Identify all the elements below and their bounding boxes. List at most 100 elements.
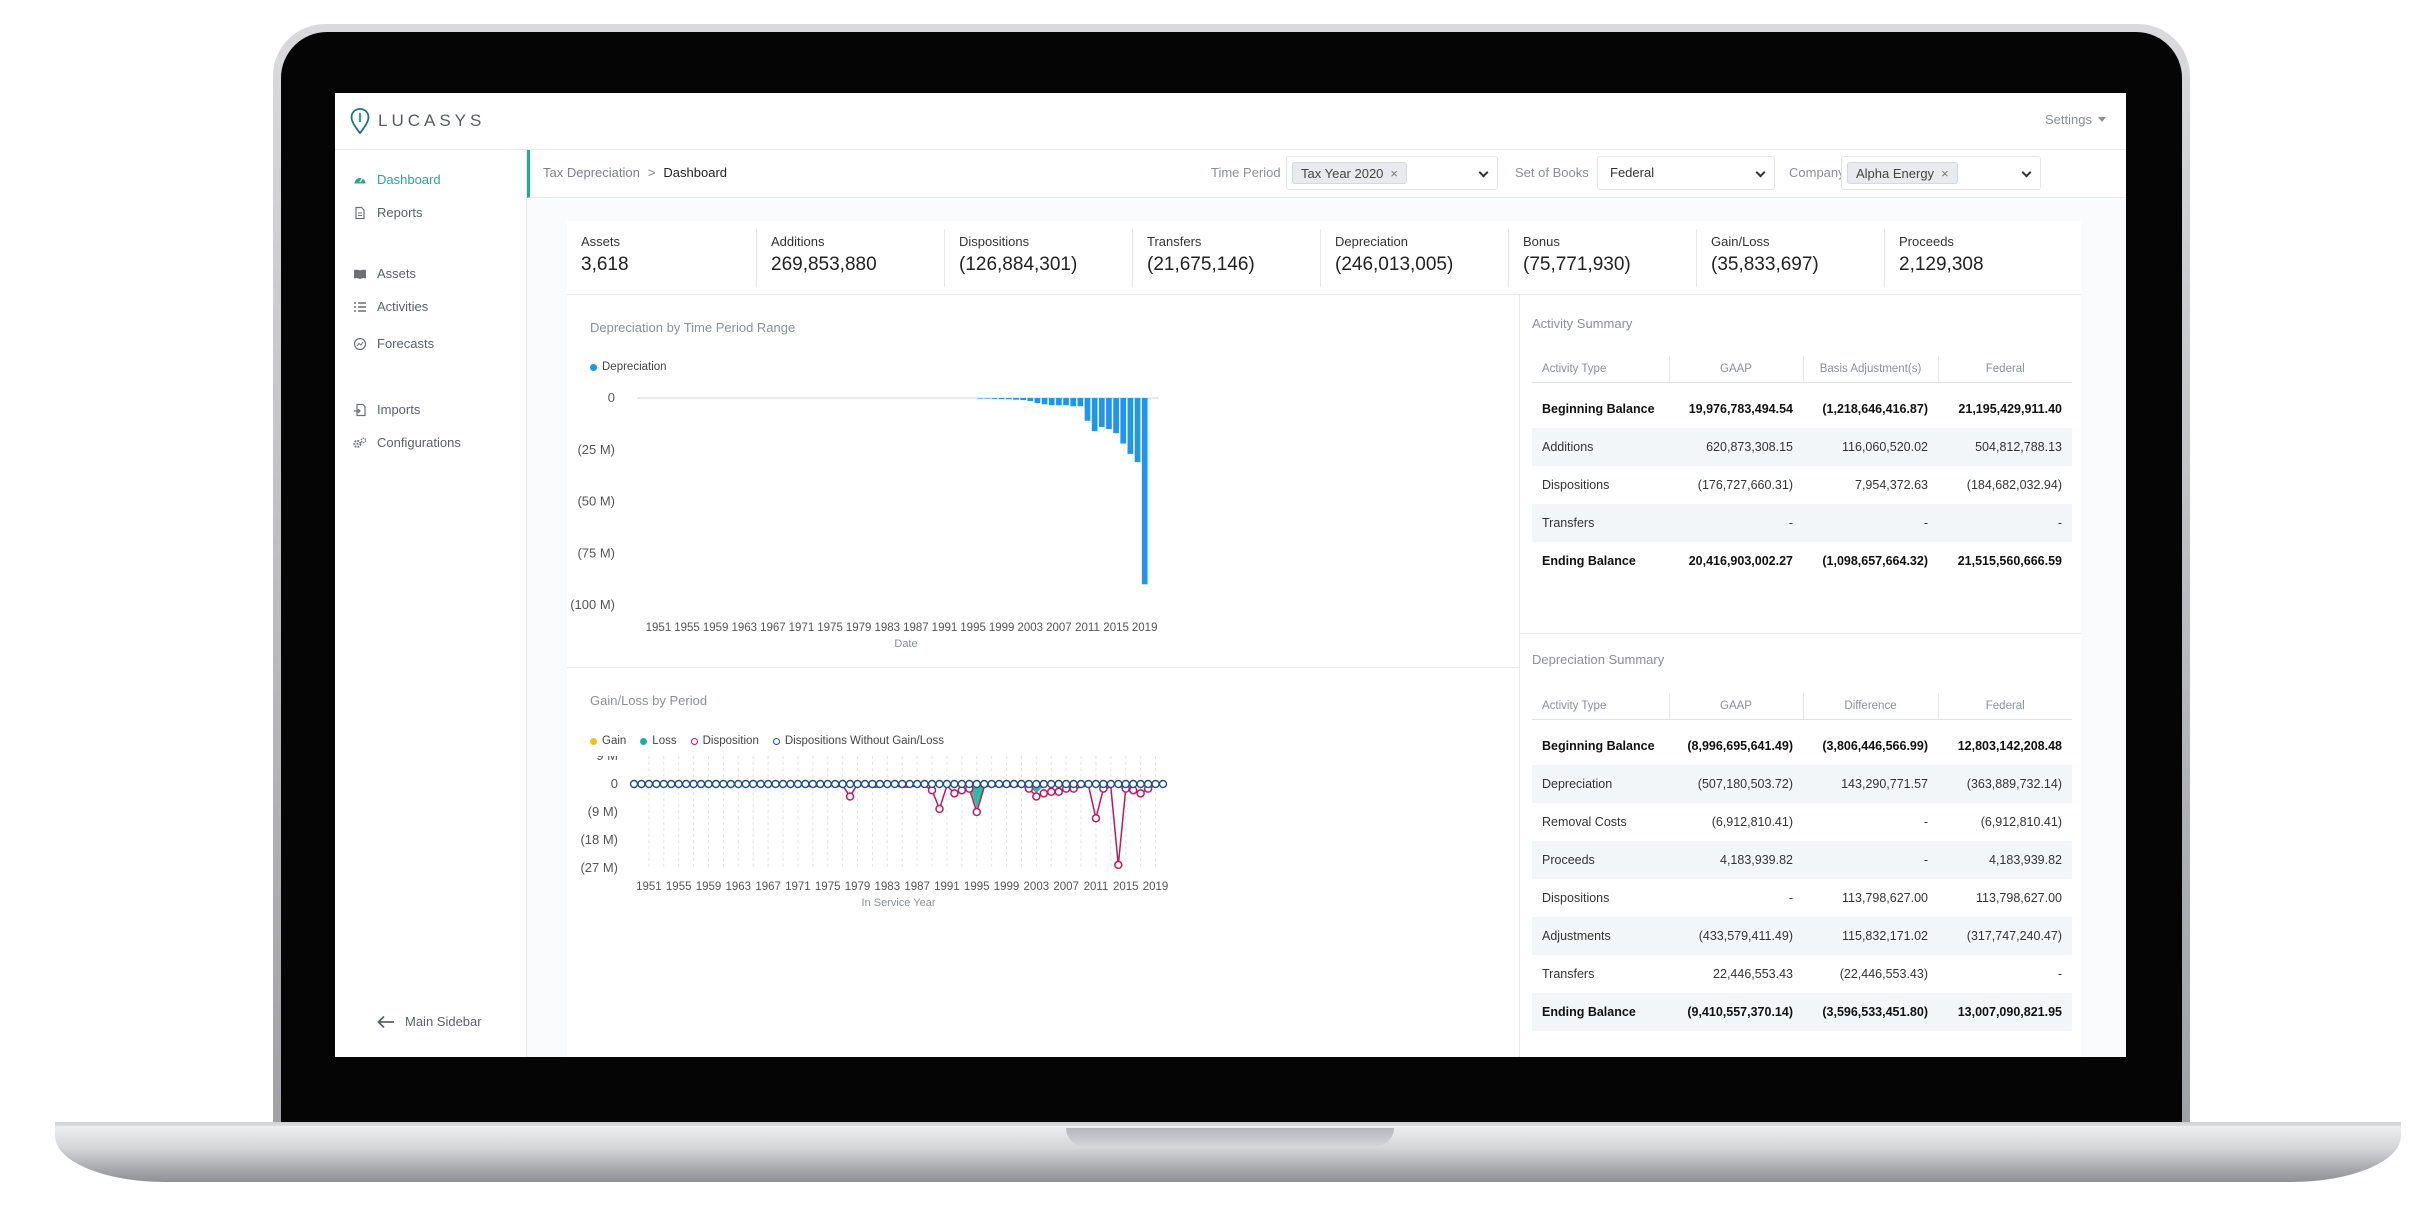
kpi-transfers[interactable]: Transfers (21,675,146) bbox=[1132, 229, 1320, 287]
gauge-icon bbox=[353, 173, 367, 187]
column-header[interactable]: Activity Type bbox=[1532, 356, 1669, 383]
kpi-additions[interactable]: Additions 269,853,880 bbox=[756, 229, 944, 287]
table-row[interactable]: Adjustments (433,579,411.49) 115,832,171.0… bbox=[1532, 917, 2072, 955]
laptop-notch bbox=[1066, 1128, 1394, 1146]
column-header[interactable]: Difference bbox=[1802, 693, 1938, 720]
kpi-value: 3,618 bbox=[581, 254, 629, 275]
legend-label: Disposition bbox=[702, 735, 759, 747]
brand-logo[interactable]: LUCASYS bbox=[350, 107, 485, 135]
without-gain-loss-point bbox=[838, 779, 847, 789]
kpi-value: (246,013,005) bbox=[1335, 254, 1454, 275]
kpi-value: (75,771,930) bbox=[1523, 254, 1631, 275]
legend-item-dispositions-without-gain-loss[interactable]: Dispositions Without Gain/Loss bbox=[772, 735, 944, 747]
sidebar-item-assets[interactable]: Assets bbox=[353, 266, 416, 281]
disposition-point bbox=[935, 804, 944, 814]
column-header[interactable]: GAAP bbox=[1668, 356, 1803, 383]
table-row[interactable]: Depreciation (507,180,503.72) 143,290,771.… bbox=[1532, 765, 2072, 803]
without-gain-loss-point bbox=[1091, 779, 1101, 789]
table-row[interactable]: Ending Balance 20,416,903,002.27 (1,098,65… bbox=[1532, 542, 2072, 580]
kpi-strip: Assets 3,618 Additions 269,853,880 Disposi… bbox=[567, 221, 2081, 295]
table-row[interactable]: Beginning Balance (8,996,695,641.49) (3,80… bbox=[1532, 727, 2072, 765]
time-period-select[interactable]: Tax Year 2020 × bbox=[1286, 156, 1498, 190]
row-label: Beginning Balance bbox=[1542, 402, 1655, 416]
y-tick-label: (75 M) bbox=[577, 545, 615, 560]
table-row[interactable]: Additions 620,873,308.15 116,060,520.02 504… bbox=[1532, 428, 2072, 466]
chip-label: Tax Year 2020 bbox=[1301, 165, 1384, 181]
y-tick-label: (27 M) bbox=[580, 860, 618, 875]
table-row[interactable]: Beginning Balance 19,976,783,494.54 (1,218… bbox=[1532, 390, 2072, 428]
main-sidebar-label: Main Sidebar bbox=[405, 1014, 482, 1029]
without-gain-loss-point bbox=[883, 779, 892, 789]
table-row[interactable]: Dispositions - 113,798,627.00 113,798,627.0… bbox=[1532, 879, 2072, 917]
x-tick-label: 2007 bbox=[1046, 622, 1072, 634]
column-header[interactable]: Basis Adjustment(s) bbox=[1802, 356, 1938, 383]
without-gain-loss-point bbox=[979, 779, 989, 789]
column-header[interactable]: Federal bbox=[1937, 693, 2072, 720]
without-gain-loss-point bbox=[793, 779, 803, 789]
cell-value: (184,682,032.94) bbox=[1966, 478, 2062, 492]
depreciation-bar bbox=[1034, 398, 1041, 404]
legend-item-depreciation[interactable]: Depreciation bbox=[590, 361, 667, 373]
main-sidebar-link[interactable]: Main Sidebar bbox=[377, 1014, 482, 1029]
without-gain-loss-point bbox=[652, 779, 661, 789]
chart-divider bbox=[567, 667, 1519, 668]
import-icon bbox=[353, 403, 367, 417]
cell-value: (9,410,557,370.14) bbox=[1669, 993, 1803, 1031]
table-row[interactable]: Ending Balance (9,410,557,370.14) (3,596,5… bbox=[1532, 993, 2072, 1031]
without-gain-loss-point bbox=[823, 779, 832, 789]
book-icon bbox=[353, 267, 367, 281]
breadcrumb-parent[interactable]: Tax Depreciation bbox=[543, 165, 640, 180]
without-gain-loss-point bbox=[659, 779, 669, 789]
dashboard-content: Assets 3,618 Additions 269,853,880 Disposi… bbox=[567, 221, 2081, 1057]
kpi-bonus[interactable]: Bonus (75,771,930) bbox=[1508, 229, 1696, 287]
table-header-row: Activity Type GAAP Difference Federal bbox=[1532, 693, 2072, 720]
column-header[interactable]: Federal bbox=[1937, 356, 2072, 383]
table-row[interactable]: Transfers - - - bbox=[1532, 504, 2072, 542]
x-tick-label: 1971 bbox=[789, 622, 815, 634]
cell-value: 504,812,788.13 bbox=[1938, 428, 2072, 466]
x-tick-label: 1951 bbox=[646, 622, 672, 634]
legend-item-gain[interactable]: Gain bbox=[590, 735, 626, 747]
table-row[interactable]: Removal Costs (6,912,810.41) - (6,912,810.4… bbox=[1532, 803, 2072, 841]
kpi-value: (35,833,697) bbox=[1711, 254, 1819, 275]
legend-item-disposition[interactable]: Disposition bbox=[690, 735, 759, 747]
without-gain-loss-point bbox=[957, 779, 967, 789]
without-gain-loss-point bbox=[860, 779, 870, 789]
without-gain-loss-point bbox=[756, 779, 765, 789]
set-of-books-select[interactable]: Federal bbox=[1597, 156, 1775, 190]
sidebar-item-label: Assets bbox=[377, 266, 417, 281]
cell-value: (22,446,553.43) bbox=[1839, 967, 1928, 981]
kpi-dispositions[interactable]: Dispositions (126,884,301) bbox=[944, 229, 1132, 287]
without-gain-loss-point bbox=[1024, 779, 1034, 789]
legend-label: Gain bbox=[602, 735, 627, 747]
settings-menu[interactable]: Settings bbox=[2045, 112, 2106, 127]
remove-chip-icon[interactable]: × bbox=[1941, 165, 1949, 181]
sidebar-item-forecasts[interactable]: Forecasts bbox=[353, 336, 434, 351]
sidebar-item-label: Dashboard bbox=[377, 172, 441, 187]
column-header[interactable]: GAAP bbox=[1668, 693, 1803, 720]
remove-chip-icon[interactable]: × bbox=[1390, 165, 1398, 181]
table-row[interactable]: Proceeds 4,183,939.82-4,183,939.82 bbox=[1532, 841, 2072, 879]
kpi-label: Dispositions bbox=[959, 234, 1030, 249]
x-tick-label: 1983 bbox=[875, 881, 901, 893]
sidebar-item-imports[interactable]: Imports bbox=[353, 402, 420, 417]
x-tick-label: 1967 bbox=[755, 881, 781, 893]
without-gain-loss-point bbox=[1002, 779, 1011, 789]
cell-value: (176,727,660.31) bbox=[1697, 478, 1793, 492]
kpi-gain-loss[interactable]: Gain/Loss (35,833,697) bbox=[1696, 229, 1884, 287]
kpi-depreciation[interactable]: Depreciation (246,013,005) bbox=[1320, 229, 1508, 287]
company-select[interactable]: Alpha Energy × bbox=[1841, 156, 2041, 190]
sidebar-item-activities[interactable]: Activities bbox=[353, 299, 428, 314]
sidebar-item-reports[interactable]: Reports bbox=[353, 205, 423, 220]
depreciation-bar bbox=[1070, 398, 1077, 407]
table-row[interactable]: Transfers 22,446,553.43 (22,446,553.43) - bbox=[1532, 955, 2072, 993]
kpi-proceeds[interactable]: Proceeds 2,129,308 bbox=[1884, 229, 2072, 287]
table-row[interactable]: Dispositions (176,727,660.31) 7,954,372.63… bbox=[1532, 466, 2072, 504]
chevron-down-icon bbox=[2021, 167, 2032, 178]
legend-item-loss[interactable]: Loss bbox=[640, 735, 677, 747]
without-gain-loss-point bbox=[681, 779, 691, 789]
kpi-assets[interactable]: Assets 3,618 bbox=[567, 229, 755, 287]
sidebar-item-configurations[interactable]: Configurations bbox=[353, 435, 461, 450]
column-header[interactable]: Activity Type bbox=[1532, 693, 1669, 720]
sidebar-item-dashboard[interactable]: Dashboard bbox=[353, 172, 441, 187]
